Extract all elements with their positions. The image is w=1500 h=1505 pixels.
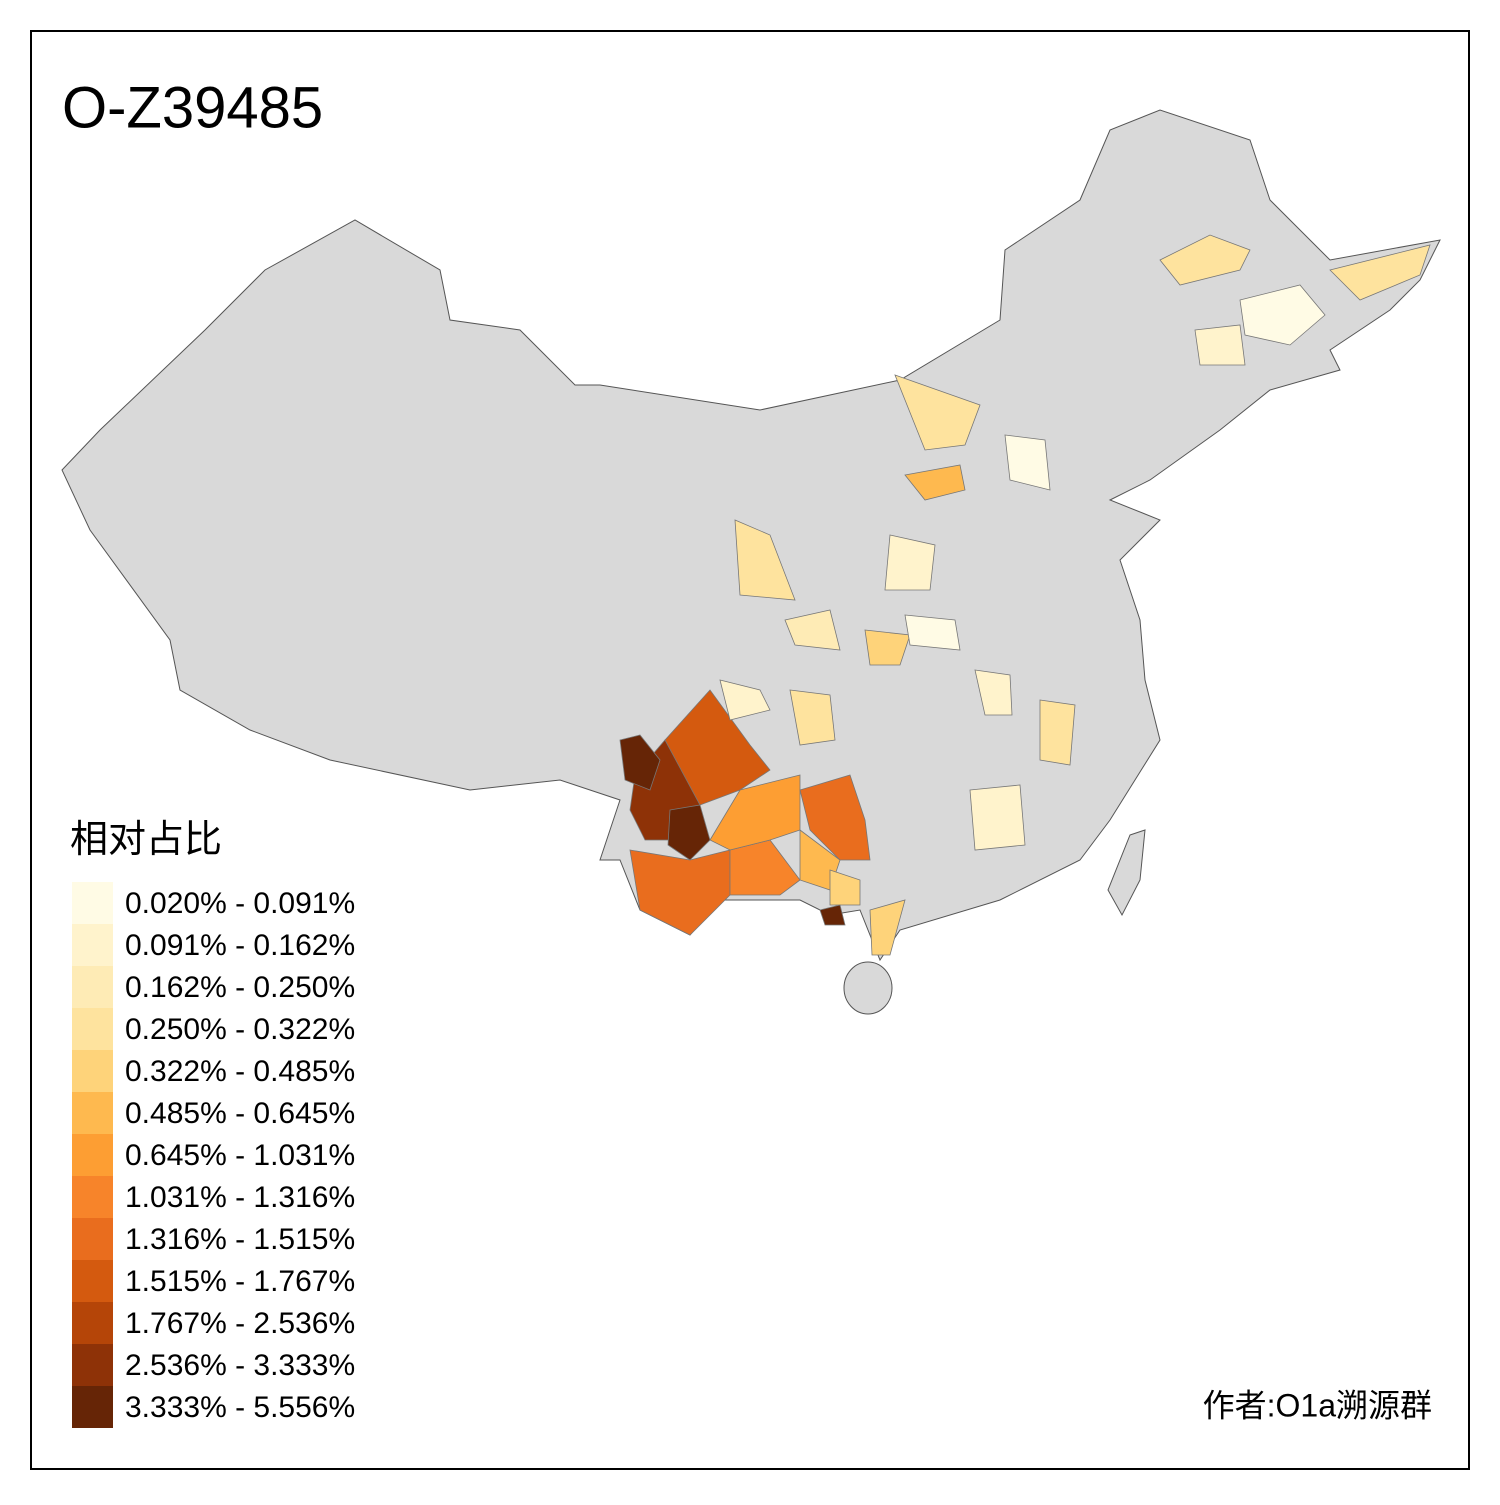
legend-swatch xyxy=(72,1344,113,1386)
legend-swatch xyxy=(72,1008,113,1050)
legend-label: 1.031% - 1.316% xyxy=(125,1181,355,1214)
region xyxy=(869,899,906,956)
legend-label: 0.250% - 0.322% xyxy=(125,1013,355,1046)
region xyxy=(904,614,961,651)
legend-swatch xyxy=(72,924,113,966)
region xyxy=(789,689,836,746)
legend-swatch xyxy=(72,882,113,924)
legend-swatch xyxy=(72,1176,113,1218)
region xyxy=(709,774,801,851)
legend-label: 0.162% - 0.250% xyxy=(125,971,355,1004)
legend: 0.020% - 0.091% 0.091% - 0.162% 0.162% - 0… xyxy=(72,882,355,1428)
legend-label: 0.645% - 1.031% xyxy=(125,1139,355,1172)
legend-swatch xyxy=(72,1092,113,1134)
legend-swatch xyxy=(72,1050,113,1092)
region xyxy=(969,784,1026,851)
region xyxy=(864,629,911,666)
legend-label: 3.333% - 5.556% xyxy=(125,1391,355,1424)
shaded-regions xyxy=(619,234,1431,956)
legend-label: 2.536% - 3.333% xyxy=(125,1349,355,1382)
region xyxy=(1039,699,1076,766)
island xyxy=(1107,829,1146,917)
legend-label: 1.515% - 1.767% xyxy=(125,1265,355,1298)
region xyxy=(1159,234,1251,286)
legend-label: 0.091% - 0.162% xyxy=(125,929,355,962)
region xyxy=(734,519,796,601)
region xyxy=(667,804,711,861)
legend-swatch xyxy=(72,1134,113,1176)
legend-label: 1.767% - 2.536% xyxy=(125,1307,355,1340)
legend-swatch xyxy=(72,1218,113,1260)
region xyxy=(784,609,841,651)
legend-label: 0.485% - 0.645% xyxy=(125,1097,355,1130)
region xyxy=(894,374,981,451)
author-credit: 作者:O1a溯源群 xyxy=(1203,1387,1432,1423)
region xyxy=(819,904,846,926)
region xyxy=(799,774,871,861)
legend-swatch xyxy=(72,1302,113,1344)
map-title: O-Z39485 xyxy=(62,75,323,140)
legend-swatch xyxy=(72,1260,113,1302)
region xyxy=(884,534,936,591)
region xyxy=(829,869,861,906)
legend-label: 1.316% - 1.515% xyxy=(125,1223,355,1256)
island xyxy=(843,961,893,1015)
legend-label: 0.322% - 0.485% xyxy=(125,1055,355,1088)
region xyxy=(1004,434,1051,491)
region xyxy=(1194,324,1246,366)
region xyxy=(619,734,661,791)
region xyxy=(719,679,771,721)
legend-swatch xyxy=(72,966,113,1008)
region xyxy=(1239,284,1326,346)
legend-swatch xyxy=(72,1386,113,1428)
legend-title: 相对占比 xyxy=(70,819,222,861)
region xyxy=(1329,244,1431,301)
legend-label: 0.020% - 0.091% xyxy=(125,887,355,920)
region xyxy=(904,464,966,501)
region xyxy=(974,669,1013,716)
